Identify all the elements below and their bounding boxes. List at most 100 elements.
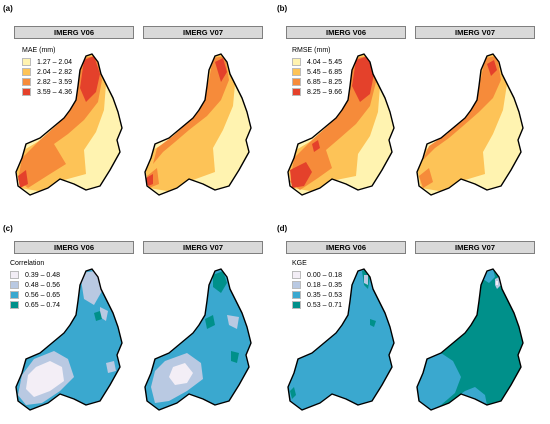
map-class-region <box>290 162 312 188</box>
legend-item-c-3: 0.65 – 0.74 <box>10 300 60 310</box>
legend-swatch <box>22 68 31 76</box>
legend-swatch <box>22 78 31 86</box>
legend-label: 2.82 – 3.59 <box>37 78 73 86</box>
legend-a: MAE (mm) 1.27 – 2.04 2.04 – 2.82 2.82 – … <box>22 47 72 97</box>
tile-title-b-v07: IMERG V07 <box>415 26 535 39</box>
legend-label: 4.04 – 5.45 <box>307 58 343 66</box>
map-class-region <box>205 315 215 329</box>
tile-title-c-v07: IMERG V07 <box>143 241 263 254</box>
map-class-region <box>364 275 368 285</box>
legend-label: 0.56 – 0.65 <box>25 291 61 299</box>
legend-item-b-0: 4.04 – 5.45 <box>292 57 342 67</box>
legend-swatch <box>10 301 19 309</box>
legend-item-c-2: 0.56 – 0.65 <box>10 290 60 300</box>
legend-label: 0.35 – 0.53 <box>307 291 343 299</box>
map-class-region <box>106 361 116 373</box>
basin-outline <box>144 268 252 411</box>
map-class-region <box>94 311 102 321</box>
map-class-region <box>290 387 296 399</box>
legend-d: KGE 0.00 – 0.18 0.18 – 0.35 0.35 – 0.53 … <box>292 260 342 310</box>
map-class-region <box>80 56 100 102</box>
map-a-v06 <box>15 53 123 196</box>
legend-label: 0.48 – 0.56 <box>25 281 61 289</box>
map-fill-layers <box>145 54 251 195</box>
legend-label: 0.00 – 0.18 <box>307 271 343 279</box>
legend-item-a-3: 3.59 – 4.36 <box>22 87 72 97</box>
legend-item-d-0: 0.00 – 0.18 <box>292 270 342 280</box>
basin-outline <box>416 268 524 411</box>
map-class-region <box>215 58 227 82</box>
map-class-region <box>370 319 376 327</box>
basin-outline <box>287 268 395 411</box>
tile-title-a-v06: IMERG V06 <box>14 26 134 39</box>
basin-outline <box>15 268 123 411</box>
legend-item-a-2: 2.82 – 3.59 <box>22 77 72 87</box>
map-fill-layers <box>417 269 523 410</box>
map-class-region <box>18 170 28 188</box>
tile-title-c-v06: IMERG V06 <box>14 241 134 254</box>
map-d-v07 <box>416 268 524 411</box>
legend-swatch <box>22 88 31 96</box>
panel-letter-a: (a) <box>3 4 13 13</box>
legend-label: 6.85 – 8.25 <box>307 78 343 86</box>
legend-item-b-1: 5.45 – 6.85 <box>292 67 342 77</box>
map-class-region <box>483 269 495 283</box>
legend-label: 2.04 – 2.82 <box>37 68 73 76</box>
basin-outline <box>144 53 252 196</box>
legend-swatch <box>292 271 301 279</box>
legend-item-a-1: 2.04 – 2.82 <box>22 67 72 77</box>
legend-title-b: RMSE (mm) <box>292 47 331 54</box>
legend-swatch <box>10 271 19 279</box>
legend-label: 0.65 – 0.74 <box>25 301 61 309</box>
legend-swatch <box>10 291 19 299</box>
basin-outline <box>287 53 395 196</box>
tile-title-b-v06: IMERG V06 <box>286 26 406 39</box>
legend-swatch <box>292 58 301 66</box>
map-class-region <box>100 307 108 321</box>
map-a-v07 <box>144 53 252 196</box>
map-d-v06 <box>287 268 395 411</box>
legend-item-d-1: 0.18 – 0.35 <box>292 280 342 290</box>
map-class-region <box>496 281 498 285</box>
legend-swatch <box>292 88 301 96</box>
tile-title-d-v07: IMERG V07 <box>415 241 535 254</box>
legend-swatch <box>22 58 31 66</box>
map-fill-layers <box>417 54 523 195</box>
map-b-v07 <box>416 53 524 196</box>
map-class-region <box>487 60 497 76</box>
map-fill-layers <box>288 269 394 410</box>
map-class-region <box>419 168 433 188</box>
map-class-region <box>288 269 394 410</box>
map-class-region <box>312 140 320 152</box>
legend-label: 8.25 – 9.66 <box>307 88 343 96</box>
legend-swatch <box>292 68 301 76</box>
legend-label: 0.39 – 0.48 <box>25 271 61 279</box>
legend-label: 0.53 – 0.71 <box>307 301 343 309</box>
map-c-v06 <box>15 268 123 411</box>
panel-letter-c: (c) <box>3 224 13 233</box>
map-fill-layers <box>145 269 251 410</box>
panel-letter-d: (d) <box>277 224 288 233</box>
map-class-region <box>80 271 102 305</box>
legend-c: Correlation 0.39 – 0.48 0.48 – 0.56 0.56… <box>10 260 60 310</box>
legend-b: RMSE (mm) 4.04 – 5.45 5.45 – 6.85 6.85 –… <box>292 47 342 97</box>
map-class-region <box>26 361 64 397</box>
map-class-region <box>417 353 461 410</box>
legend-label: 3.59 – 4.36 <box>37 88 73 96</box>
legend-item-d-2: 0.35 – 0.53 <box>292 290 342 300</box>
map-class-region <box>169 363 193 385</box>
legend-item-a-0: 1.27 – 2.04 <box>22 57 72 67</box>
map-b-v06 <box>287 53 395 196</box>
map-fill-layers <box>288 54 394 195</box>
map-class-region <box>352 56 374 102</box>
map-class-region <box>461 387 487 405</box>
legend-label: 1.27 – 2.04 <box>37 58 73 66</box>
map-class-region <box>227 315 239 329</box>
legend-item-d-3: 0.53 – 0.71 <box>292 300 342 310</box>
legend-item-b-2: 6.85 – 8.25 <box>292 77 342 87</box>
map-class-region <box>153 56 229 164</box>
map-fill-layers <box>16 269 122 410</box>
map-fill-layers <box>16 54 122 195</box>
legend-label: 5.45 – 6.85 <box>307 68 343 76</box>
legend-title-d: KGE <box>292 260 307 267</box>
